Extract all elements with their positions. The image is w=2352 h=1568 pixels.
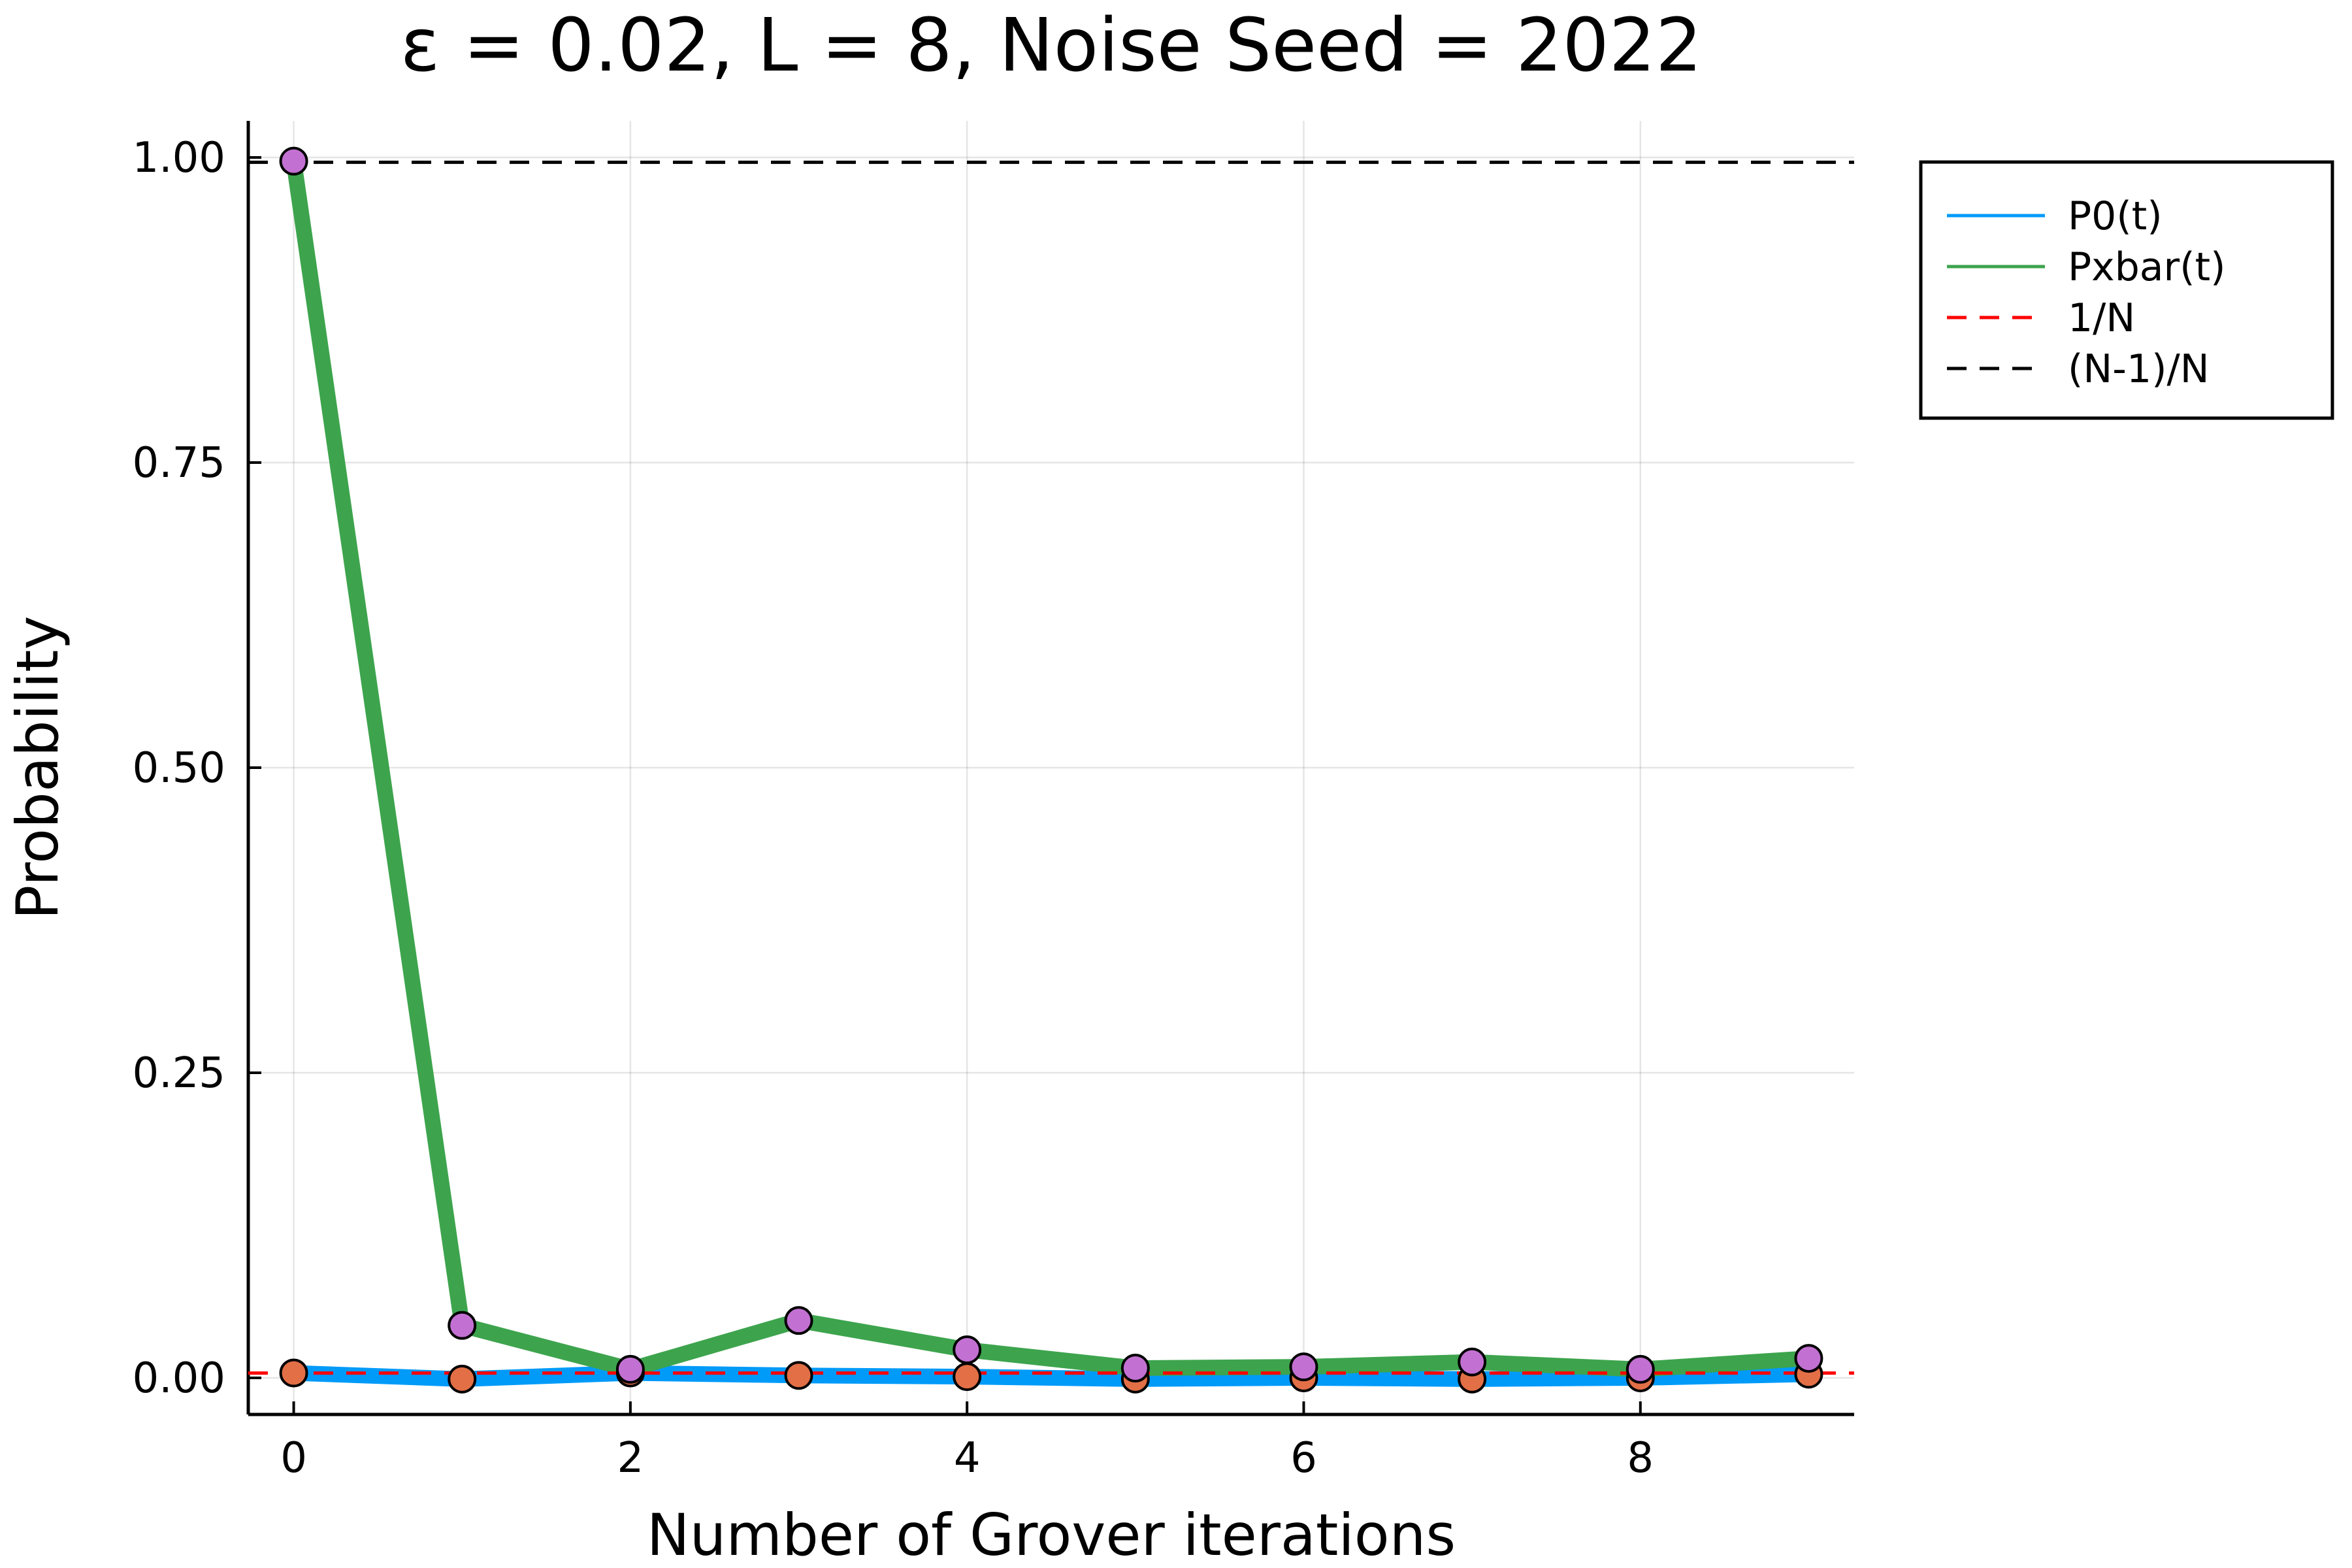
- series-2-marker: [1458, 1347, 1487, 1377]
- series-2-marker: [448, 1311, 477, 1340]
- x-tick-label: 8: [1627, 1434, 1654, 1482]
- legend-label-3: 1/N: [2068, 295, 2135, 341]
- series-2-marker: [279, 146, 308, 176]
- series-2-marker: [1289, 1352, 1318, 1382]
- x-axis-label: Number of Grover iterations: [647, 1501, 1456, 1568]
- series-2-marker: [953, 1335, 982, 1364]
- legend: P0(t) Pxbar(t) 1/N (N-1)/N: [1919, 160, 2334, 420]
- series-line-2: [286, 159, 1810, 1377]
- series-1-marker: [784, 1361, 813, 1390]
- y-tick-label: 1.00: [133, 134, 226, 182]
- y-axis-label: Probability: [4, 615, 71, 919]
- x-tick-label: 0: [280, 1434, 307, 1482]
- series-1-marker: [448, 1364, 477, 1394]
- y-tick-label: 0.50: [133, 744, 226, 792]
- series-line-1: [293, 1365, 1809, 1387]
- legend-label-2: Pxbar(t): [2068, 244, 2226, 290]
- y-tick-label: 0.25: [133, 1049, 226, 1098]
- series-2-marker: [1120, 1354, 1150, 1383]
- legend-label-4: (N-1)/N: [2068, 346, 2210, 392]
- plot-area: [248, 146, 1854, 1394]
- series-2-marker: [784, 1306, 813, 1335]
- x-tick-label: 2: [617, 1434, 644, 1482]
- series-2-marker: [1794, 1344, 1823, 1373]
- series-2-marker: [615, 1354, 645, 1384]
- y-tick-label: 0.00: [133, 1354, 226, 1403]
- y-tick-label: 0.75: [133, 439, 226, 487]
- x-tick-label: 6: [1290, 1434, 1317, 1482]
- ticks: 0 2 4 6 8 0.00 0.25 0.50 0.75 1.00: [133, 134, 1654, 1482]
- series-2-marker: [1625, 1354, 1655, 1384]
- grid: [248, 121, 1854, 1414]
- series-1-marker: [953, 1362, 982, 1392]
- legend-label-1: P0(t): [2068, 193, 2163, 239]
- series-1-marker: [279, 1358, 308, 1388]
- x-tick-label: 4: [954, 1434, 981, 1482]
- chart-title: ε = 0.02, L = 8, Noise Seed = 2022: [400, 3, 1702, 88]
- legend-box: [1919, 160, 2334, 420]
